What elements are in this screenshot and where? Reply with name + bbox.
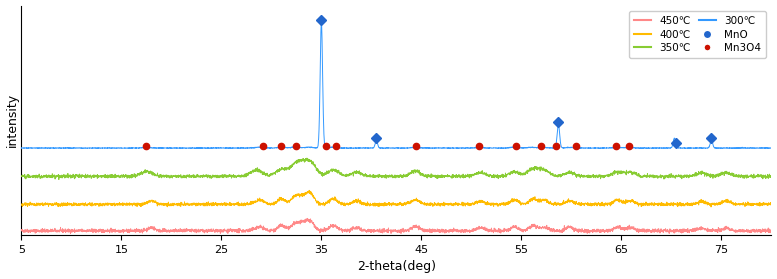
Legend: 450℃, 400℃, 350℃, 300℃, MnO, Mn3O4: 450℃, 400℃, 350℃, 300℃, MnO, Mn3O4 (629, 11, 766, 59)
X-axis label: 2-theta(deg): 2-theta(deg) (357, 260, 436, 273)
Y-axis label: intensity: intensity (5, 93, 19, 147)
